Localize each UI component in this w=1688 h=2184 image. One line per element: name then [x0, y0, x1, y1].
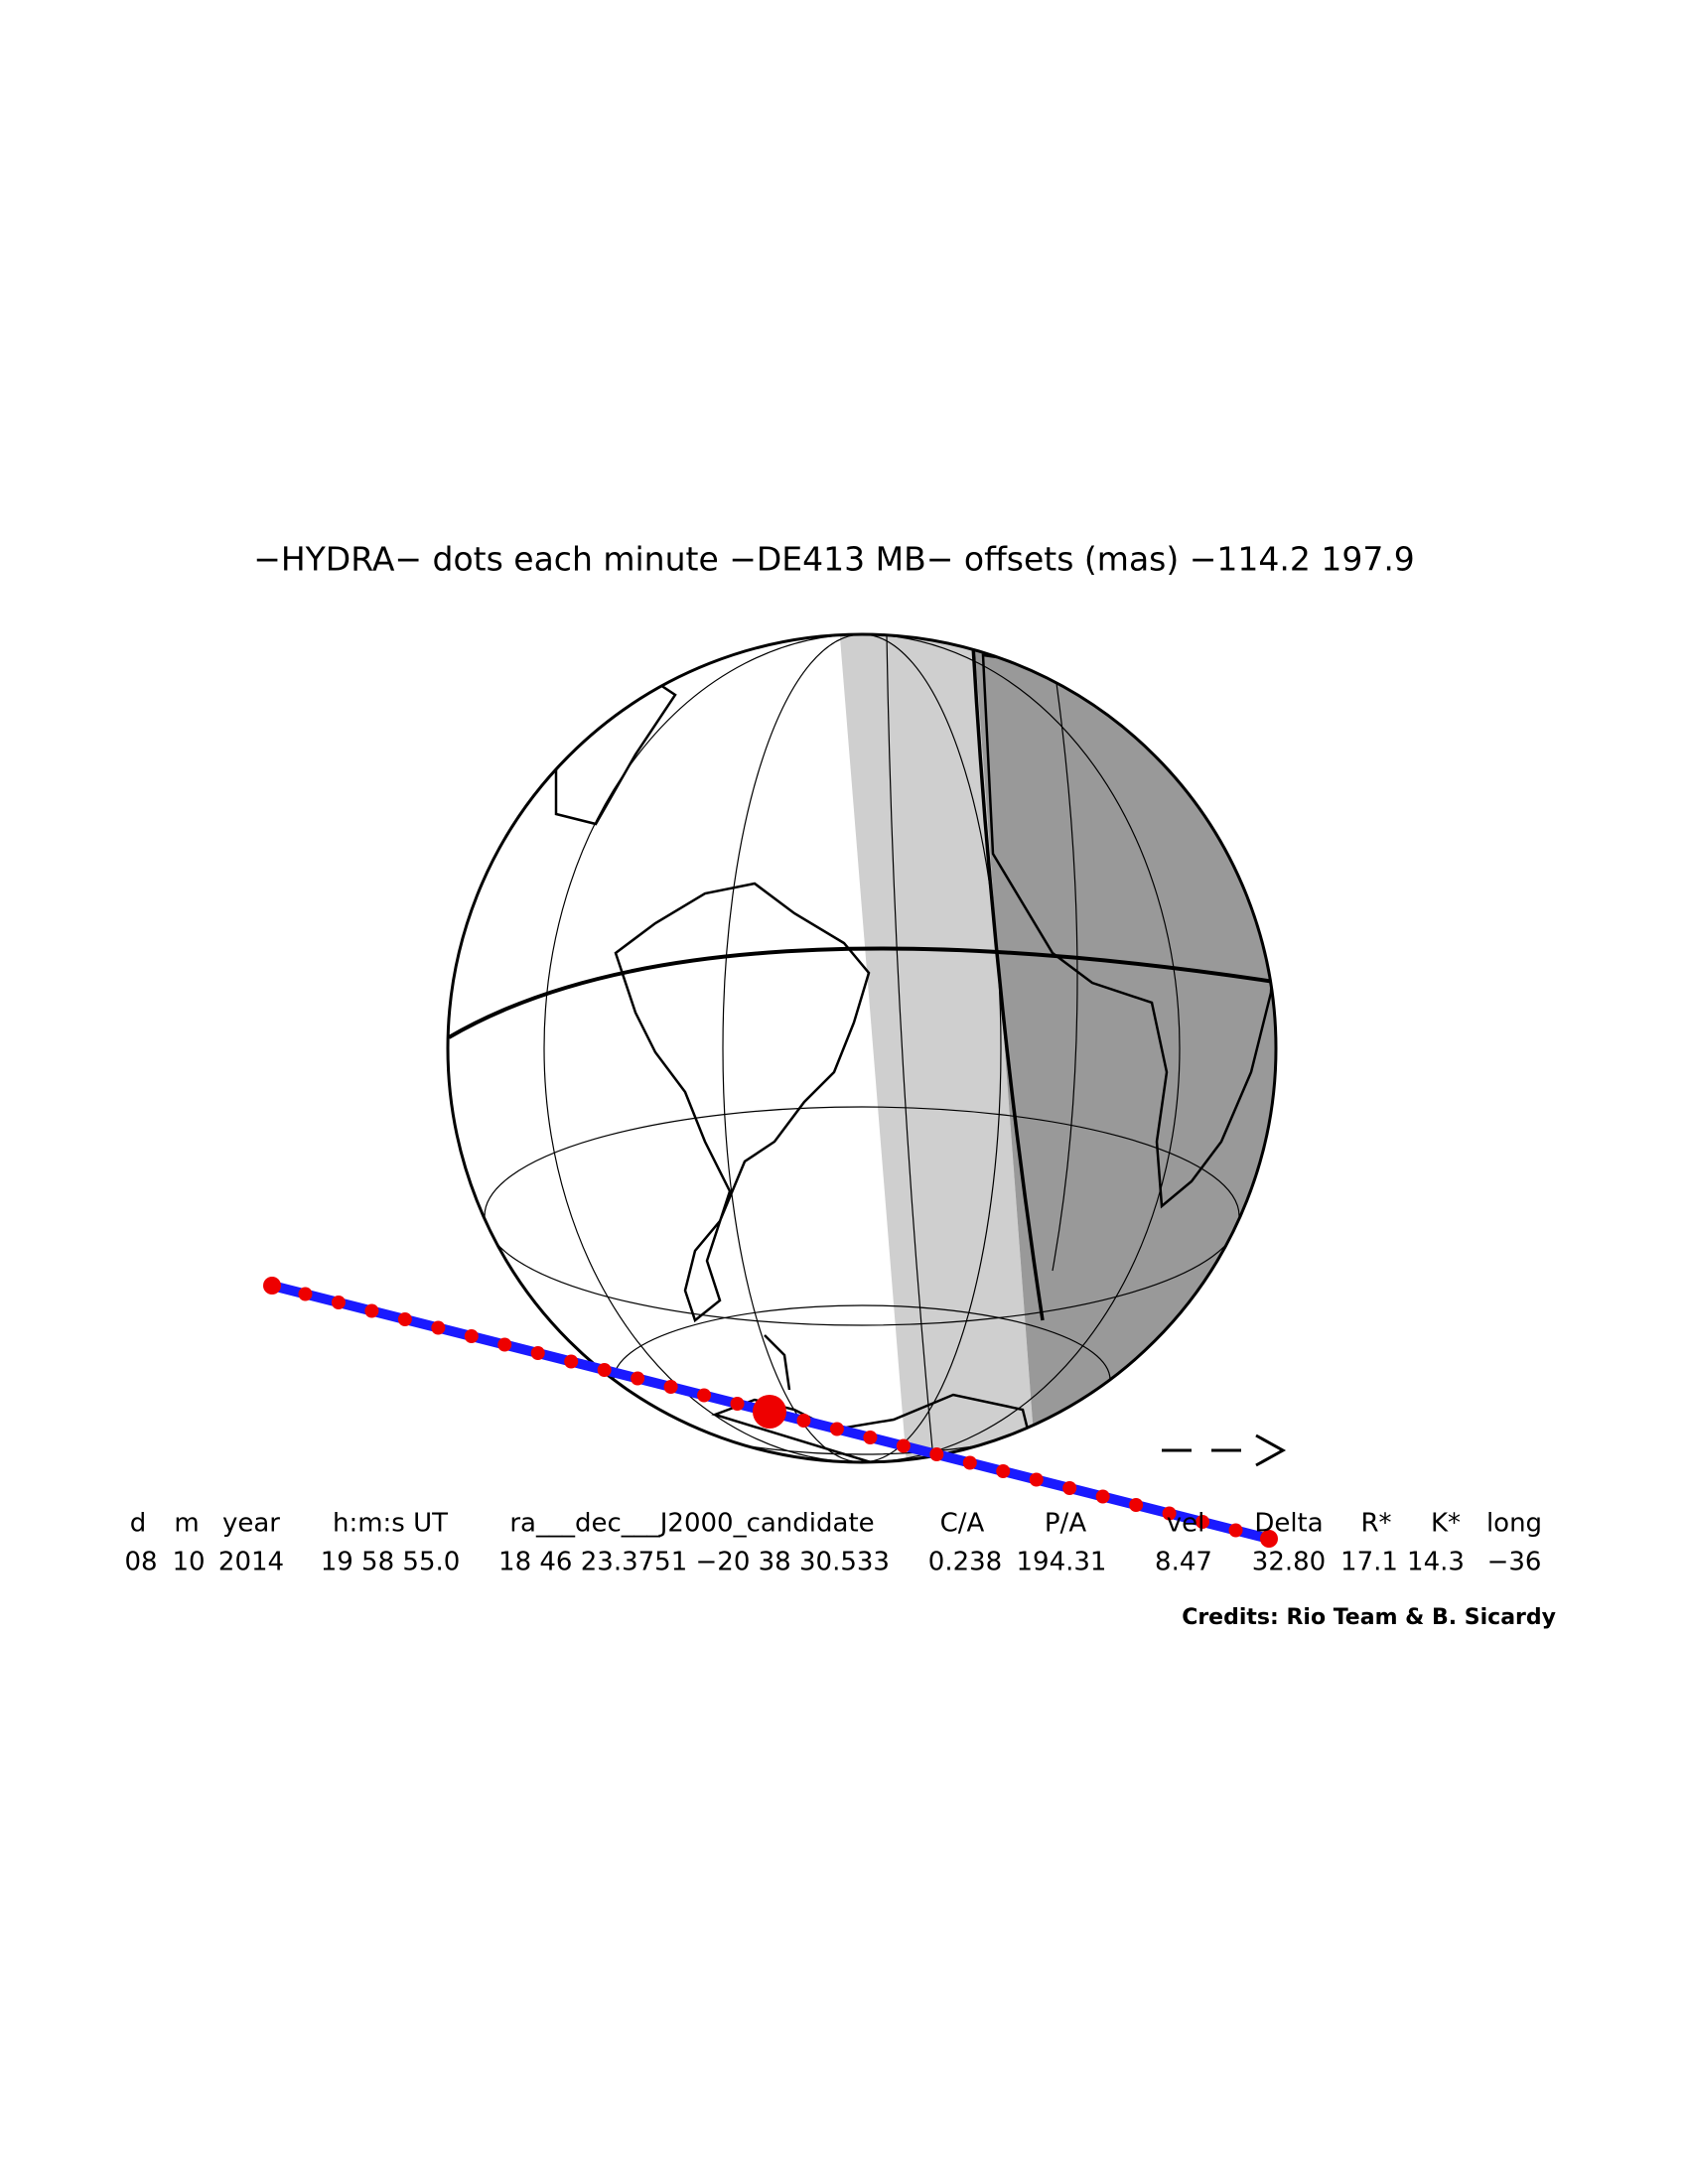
- north-america: [554, 653, 677, 826]
- minute-dot: [829, 1422, 844, 1436]
- column-value: 32.80: [1252, 1548, 1326, 1577]
- minute-dot: [730, 1397, 745, 1411]
- meridian: [722, 634, 1002, 1462]
- minute-dot: [1260, 1530, 1278, 1548]
- minute-dot: [1228, 1523, 1243, 1538]
- column-header: d: [130, 1509, 147, 1539]
- column-header: vel: [1167, 1509, 1205, 1539]
- meridian: [886, 634, 934, 1460]
- direction-arrow: [1162, 1433, 1287, 1467]
- peninsula: [764, 1334, 791, 1391]
- minute-dot: [929, 1447, 944, 1461]
- minute-dot: [1029, 1472, 1044, 1487]
- occultation-track: [263, 1277, 1278, 1548]
- minute-dot: [497, 1337, 512, 1352]
- column-value: 19 58 55.0: [321, 1548, 461, 1577]
- column-header: C/A: [940, 1509, 985, 1539]
- column-value: 8.47: [1155, 1548, 1212, 1577]
- minute-dot: [364, 1303, 379, 1318]
- column-header: R*: [1360, 1509, 1391, 1539]
- map-title: −HYDRA− dots each minute −DE413 MB− offs…: [253, 540, 1415, 579]
- column-header: ra___dec___J2000_candidate: [509, 1509, 874, 1539]
- column-header: Delta: [1254, 1509, 1323, 1539]
- terminator: [971, 644, 1045, 1321]
- minute-dot: [1162, 1506, 1177, 1521]
- column-header: m: [174, 1509, 199, 1539]
- credits: Credits: Rio Team & B. Sicardy: [1182, 1605, 1556, 1630]
- column-value: 2014: [218, 1548, 284, 1577]
- globe-outline: [446, 632, 1278, 1464]
- closest-approach: [753, 1395, 786, 1429]
- column-value: 14.3: [1407, 1548, 1465, 1577]
- minute-dot: [431, 1320, 446, 1335]
- column-header: long: [1486, 1509, 1542, 1539]
- minute-dot: [962, 1455, 977, 1470]
- minute-dot: [464, 1329, 479, 1343]
- event-table: d m year h:m:s UT ra___dec___J2000_candidate…: [124, 1509, 1542, 1577]
- minute-dot: [796, 1414, 811, 1428]
- column-value: 18 46 23.3751 −20 38 30.533: [498, 1548, 890, 1577]
- minute-dot: [1095, 1489, 1110, 1504]
- minute-dot: [1196, 1515, 1210, 1529]
- minute-dot: [896, 1438, 911, 1453]
- minute-dot: [631, 1371, 645, 1386]
- column-header: K*: [1431, 1509, 1461, 1539]
- minute-dot: [1129, 1498, 1144, 1512]
- equator: [448, 946, 1276, 1039]
- minute-dot: [298, 1287, 313, 1301]
- minute-dot: [331, 1296, 346, 1309]
- minute-dot: [397, 1312, 412, 1326]
- minute-dot: [564, 1354, 579, 1369]
- column-value: −36: [1487, 1548, 1542, 1577]
- column-header: year: [222, 1509, 280, 1539]
- minute-dot: [597, 1363, 612, 1377]
- graticule: [448, 634, 1276, 1462]
- column-value: 194.31: [1017, 1548, 1107, 1577]
- column-header: h:m:s UT: [333, 1509, 448, 1539]
- meridian: [1052, 654, 1078, 1272]
- minute-dot: [530, 1346, 545, 1360]
- minute-dot: [1062, 1481, 1077, 1495]
- minute-dot: [697, 1388, 712, 1403]
- column-header: P/A: [1045, 1509, 1086, 1539]
- minute-dot: [663, 1380, 678, 1394]
- column-value: 17.1: [1340, 1548, 1398, 1577]
- column-value: 08: [124, 1548, 157, 1577]
- minute-dot: [996, 1464, 1011, 1478]
- minute-dot: [263, 1277, 281, 1295]
- minute-dot: [863, 1431, 878, 1444]
- south-america: [614, 882, 871, 1323]
- column-value: 10: [172, 1548, 205, 1577]
- meridian: [543, 634, 1181, 1462]
- column-value: 0.238: [928, 1548, 1002, 1577]
